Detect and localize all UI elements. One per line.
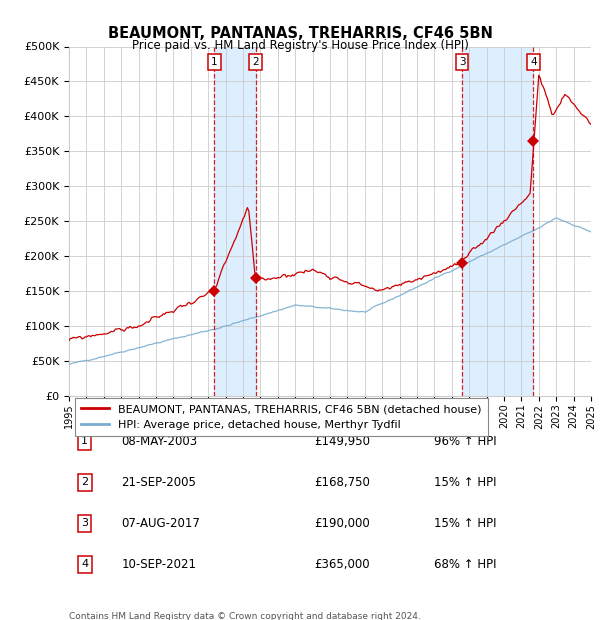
Text: 4: 4: [530, 57, 537, 67]
Text: £168,750: £168,750: [314, 476, 370, 489]
Text: 15% ↑ HPI: 15% ↑ HPI: [434, 517, 497, 530]
Text: 08-MAY-2003: 08-MAY-2003: [121, 435, 197, 448]
Text: £365,000: £365,000: [314, 558, 370, 571]
Text: 68% ↑ HPI: 68% ↑ HPI: [434, 558, 497, 571]
Text: 15% ↑ HPI: 15% ↑ HPI: [434, 476, 497, 489]
Text: 1: 1: [81, 436, 88, 446]
Legend: BEAUMONT, PANTANAS, TREHARRIS, CF46 5BN (detached house), HPI: Average price, de: BEAUMONT, PANTANAS, TREHARRIS, CF46 5BN …: [74, 397, 488, 436]
Text: 2: 2: [252, 57, 259, 67]
Text: 07-AUG-2017: 07-AUG-2017: [121, 517, 200, 530]
Text: 3: 3: [459, 57, 466, 67]
Text: 4: 4: [81, 559, 88, 569]
Text: 21-SEP-2005: 21-SEP-2005: [121, 476, 196, 489]
Text: 1: 1: [211, 57, 218, 67]
Text: Contains HM Land Registry data © Crown copyright and database right 2024.: Contains HM Land Registry data © Crown c…: [69, 612, 421, 620]
Bar: [214, 46, 256, 396]
Text: Price paid vs. HM Land Registry's House Price Index (HPI): Price paid vs. HM Land Registry's House …: [131, 39, 469, 52]
Text: 96% ↑ HPI: 96% ↑ HPI: [434, 435, 497, 448]
Text: 3: 3: [81, 518, 88, 528]
Text: £149,950: £149,950: [314, 435, 370, 448]
Text: 10-SEP-2021: 10-SEP-2021: [121, 558, 196, 571]
Bar: [462, 46, 533, 396]
Text: 2: 2: [81, 477, 88, 487]
Text: BEAUMONT, PANTANAS, TREHARRIS, CF46 5BN: BEAUMONT, PANTANAS, TREHARRIS, CF46 5BN: [107, 26, 493, 41]
Text: £190,000: £190,000: [314, 517, 370, 530]
